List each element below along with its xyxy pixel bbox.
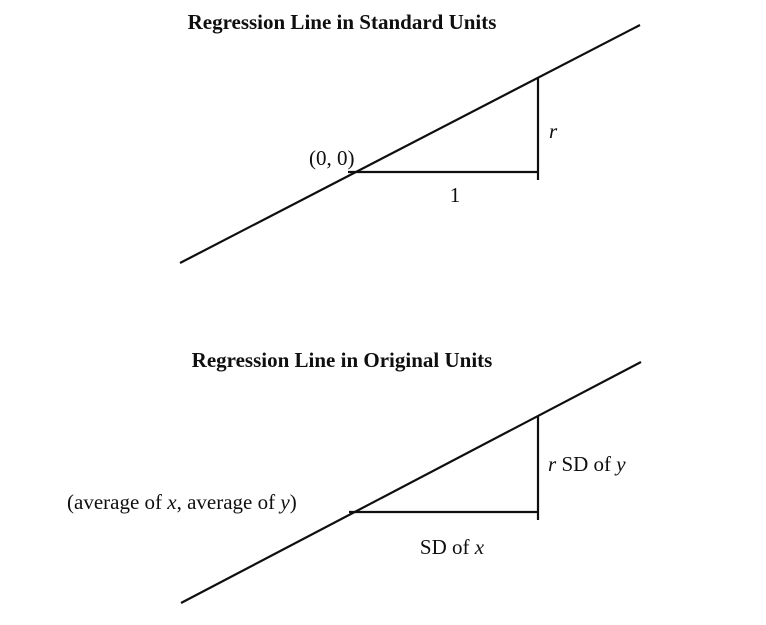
standard-units-figure <box>179 24 641 264</box>
run-label-original: SD of x <box>419 535 485 559</box>
average-point-label: (average of x, average of y) <box>67 490 297 514</box>
regression-line-standard <box>179 24 641 264</box>
standard-units-title: Regression Line in Standard Units <box>187 10 497 34</box>
rise-label-standard: r <box>549 119 558 143</box>
origin-point-label: (0, 0) <box>309 146 355 170</box>
regression-line-original <box>180 361 642 604</box>
run-label-standard: 1 <box>449 183 461 207</box>
original-units-title: Regression Line in Original Units <box>191 348 493 372</box>
rise-label-original: r SD of y <box>548 452 626 476</box>
original-units-figure <box>180 361 642 604</box>
